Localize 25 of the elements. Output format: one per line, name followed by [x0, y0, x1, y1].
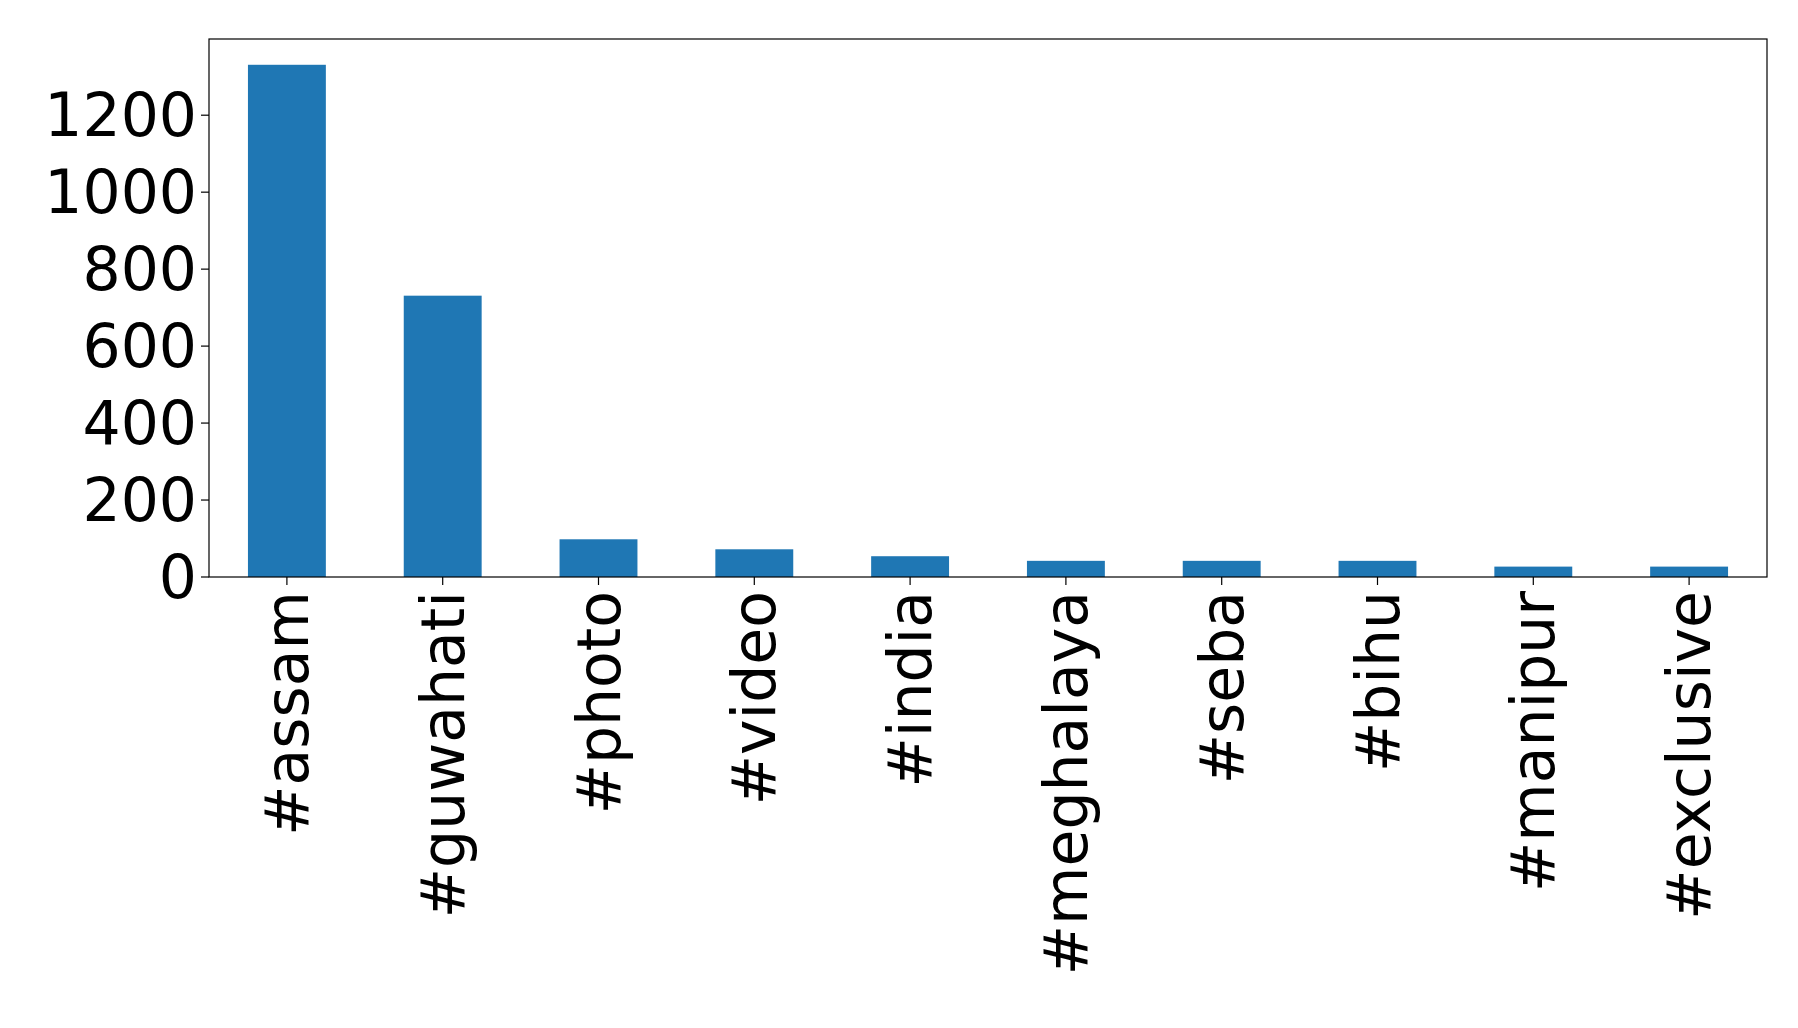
y-tick-label: 1000: [44, 157, 197, 228]
bar: [559, 539, 638, 577]
y-tick-label: 400: [82, 388, 197, 459]
bar: [1026, 560, 1105, 577]
y-tick-label: 600: [82, 311, 197, 382]
bar: [403, 295, 482, 577]
x-tick-label: #india: [875, 591, 946, 788]
bar: [1182, 560, 1261, 577]
bar: [247, 64, 326, 577]
x-tick-label: #meghalaya: [1030, 591, 1101, 976]
x-tick-label: #bihu: [1342, 591, 1413, 773]
bar: [715, 549, 794, 577]
y-tick-label: 200: [82, 465, 197, 536]
x-tick-label: #guwahati: [407, 591, 478, 919]
x-tick-label: #exclusive: [1654, 591, 1725, 920]
x-tick-label: #seba: [1186, 591, 1257, 785]
y-tick-label: 0: [158, 542, 197, 612]
bar: [1338, 560, 1417, 577]
bar: [871, 556, 950, 577]
y-tick-label: 1200: [44, 80, 197, 151]
x-tick-label: #assam: [251, 591, 322, 836]
x-tick-label: #video: [719, 591, 790, 806]
x-tick-label: #photo: [563, 591, 634, 815]
x-tick-label: #manipur: [1498, 590, 1569, 892]
y-tick-label: 800: [82, 234, 197, 305]
